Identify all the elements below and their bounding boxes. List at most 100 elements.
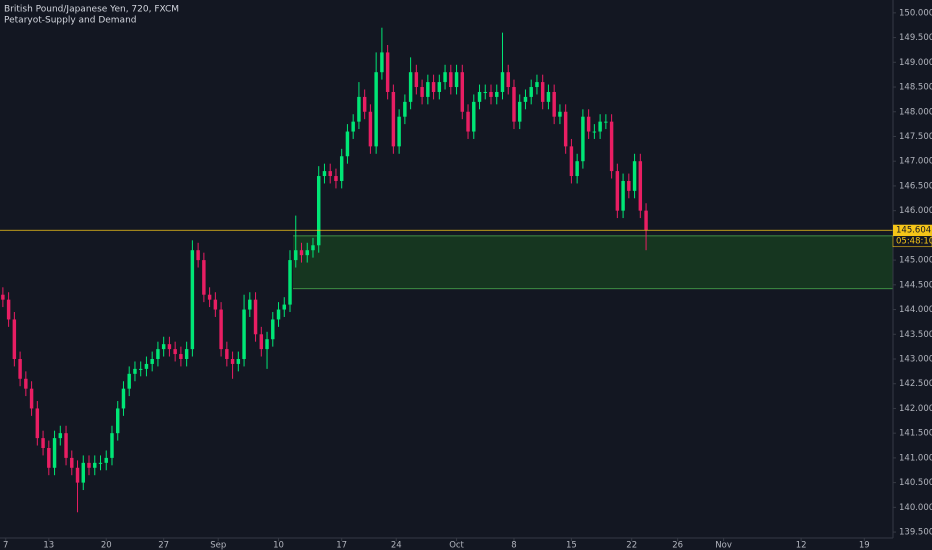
candle-body (368, 111, 373, 147)
candle-body (282, 304, 286, 310)
candle-body (179, 354, 183, 359)
x-tick-label: Oct (449, 541, 464, 550)
candle-body (426, 82, 430, 97)
candle-body (449, 72, 453, 88)
candle-body (24, 378, 28, 389)
candle-body (190, 250, 195, 350)
candle-body (167, 344, 172, 350)
candle-body (98, 462, 103, 464)
candle-body (219, 309, 223, 350)
candle-body (47, 448, 51, 468)
candle-body (609, 121, 614, 172)
plot-area (0, 27, 893, 513)
candle-body (322, 171, 327, 177)
candle-body (431, 82, 436, 92)
candle-body (35, 408, 40, 439)
candle-body (1, 294, 5, 300)
candle-body (408, 72, 413, 102)
candle-body (500, 72, 505, 92)
candle-body (70, 457, 74, 468)
candle-body (535, 82, 539, 88)
candle-body (339, 156, 344, 181)
candle-body (397, 116, 401, 147)
candle-body (437, 82, 442, 92)
candle-body (477, 91, 482, 102)
candle-body (627, 180, 631, 191)
indicator-name: Petaryot-Supply and Demand (4, 16, 137, 26)
candle-body (460, 72, 465, 112)
candle-body (506, 72, 510, 88)
x-tick-label: 19 (859, 541, 870, 550)
candle-body (184, 349, 189, 359)
candle-body (299, 250, 304, 256)
candle-body (225, 349, 229, 359)
candle-body (345, 131, 350, 157)
y-tick-label: 147.000 (899, 157, 932, 167)
x-tick-label: 24 (391, 541, 402, 550)
candle-body (632, 161, 637, 191)
x-tick-label: 12 (796, 541, 807, 550)
y-tick-label: 141.500 (899, 429, 932, 439)
candle-body (288, 260, 292, 305)
x-tick-label: Sep (210, 541, 226, 550)
candle-body (41, 438, 45, 449)
y-tick-label: 146.000 (899, 206, 932, 216)
candle-body (328, 171, 332, 177)
candle-body (81, 462, 85, 483)
candle-body (644, 210, 648, 231)
candle-body (213, 299, 218, 310)
y-tick-label: 142.000 (899, 404, 932, 414)
x-tick-label: 20 (101, 541, 112, 550)
candle-body (242, 309, 246, 359)
candle-body (586, 116, 591, 132)
candle-body (207, 294, 212, 300)
candle-body (248, 299, 252, 310)
candle-body (414, 72, 419, 88)
candle-body (575, 161, 579, 177)
y-tick-label: 148.500 (899, 83, 932, 93)
x-tick-label: 26 (672, 541, 683, 550)
candle-body (351, 121, 355, 132)
candle-body (64, 433, 68, 458)
x-tick-label: 27 (158, 541, 169, 550)
candle-body (495, 91, 499, 97)
candle-body (133, 368, 137, 374)
candle-body (121, 388, 126, 409)
candle-body (546, 91, 551, 102)
candle-body (317, 176, 321, 246)
y-tick-label: 148.000 (899, 107, 932, 117)
candle-body (202, 260, 206, 295)
x-tick-label: Nov (715, 541, 732, 550)
candle-body (472, 101, 476, 132)
x-tick-label: 17 (336, 541, 347, 550)
candle-body (12, 319, 17, 359)
candle-body (420, 87, 424, 97)
y-tick-label: 149.000 (899, 58, 932, 68)
candle-body (6, 299, 11, 320)
candle-body (558, 111, 562, 117)
candle-body (294, 250, 298, 261)
candle-body (271, 319, 275, 340)
candle-body (58, 433, 63, 439)
y-tick-label: 144.500 (899, 280, 932, 290)
candle-body (116, 408, 120, 434)
candle-body (581, 116, 585, 162)
x-tick-label: 7 (3, 541, 8, 550)
candle-body (391, 91, 396, 147)
candle-body (230, 358, 235, 364)
y-tick-label: 147.500 (899, 132, 932, 142)
candle-body (552, 91, 556, 117)
candle-body (540, 82, 545, 102)
candle-body (466, 111, 470, 132)
last-price-box (893, 224, 932, 236)
candle-body (443, 72, 447, 83)
candle-body (161, 344, 166, 350)
candle-body (403, 101, 407, 117)
candle-body (512, 87, 516, 122)
candle-body (638, 161, 643, 211)
x-tick-label: 10 (273, 541, 284, 550)
candle-body (110, 433, 114, 458)
candle-body (276, 309, 281, 320)
y-tick-label: 144.000 (899, 305, 932, 315)
